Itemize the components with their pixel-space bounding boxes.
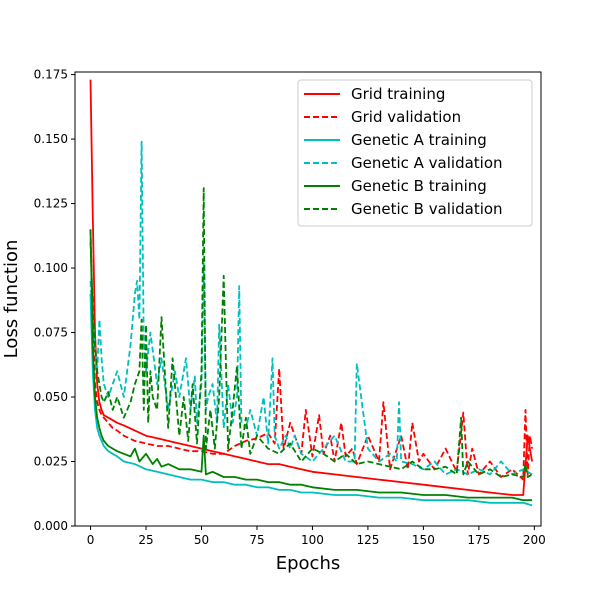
y-axis-ticks: 0.000 0.025 0.050 0.075 0.100 0.125 0.150 0.175 (34, 68, 75, 533)
y-tick-label: 0.175 (34, 68, 68, 82)
series-layer (89, 79, 533, 507)
y-tick-label: 0.075 (34, 326, 68, 340)
x-axis-label: Epochs (276, 553, 341, 574)
plot-frame (74, 71, 542, 527)
legend-label: Genetic B training (351, 177, 487, 195)
y-axis-label: Loss function (1, 240, 22, 359)
y-tick-label: 0.000 (34, 519, 68, 533)
series-line-grid-training (89, 79, 533, 496)
legend-label: Grid validation (351, 108, 461, 126)
x-axis-ticks: 0 25 50 75 100 125 150 175 200 (87, 526, 546, 547)
legend-label: Genetic A training (351, 131, 487, 149)
y-tick-label: 0.100 (34, 261, 68, 275)
y-tick-label: 0.050 (34, 390, 68, 404)
x-tick-label: 125 (356, 533, 379, 547)
series-line-genetic-b-validation (89, 187, 533, 478)
x-tick-label: 0 (87, 533, 95, 547)
series-line-genetic-a-training (89, 293, 533, 507)
legend: Grid training Grid validation Genetic A tr… (297, 79, 533, 227)
legend-frame (297, 79, 533, 227)
x-tick-label: 150 (412, 533, 435, 547)
x-tick-label: 200 (523, 533, 546, 547)
x-tick-label: 75 (249, 533, 264, 547)
x-tick-label: 50 (194, 533, 209, 547)
series-line-genetic-a-validation (89, 140, 533, 476)
legend-label: Grid training (351, 85, 445, 103)
legend-entries: Grid training Grid validation Genetic A tr… (304, 85, 503, 218)
legend-label: Genetic A validation (351, 154, 503, 172)
series-line-grid-validation (89, 229, 533, 481)
x-tick-label: 175 (467, 533, 490, 547)
series-line-genetic-b-training (89, 229, 533, 502)
x-tick-label: 25 (138, 533, 153, 547)
x-tick-label: 100 (301, 533, 324, 547)
y-tick-label: 0.025 (34, 455, 68, 469)
y-tick-label: 0.125 (34, 197, 68, 211)
y-tick-label: 0.150 (34, 132, 68, 146)
legend-label: Genetic B validation (351, 200, 503, 218)
